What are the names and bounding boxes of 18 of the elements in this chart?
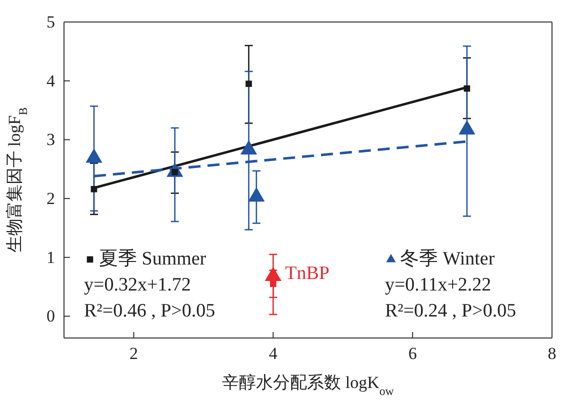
y-tick-label: 0	[46, 306, 55, 326]
x-tick-label: 8	[548, 344, 556, 364]
x-tick-label: 2	[129, 344, 138, 364]
legend-label: 夏季 Summer	[99, 248, 207, 270]
legend-label: 冬季 Winter	[400, 248, 496, 270]
annotation: y=0.32x+1.72	[84, 274, 191, 296]
x-tick-label: 6	[408, 344, 417, 364]
y-tick-label: 4	[46, 71, 56, 90]
annotation: R²=0.46 , P>0.05	[84, 300, 216, 322]
y-tick-label: 5	[46, 12, 55, 32]
x-tick-label: 4	[268, 344, 278, 364]
annotation: y=0.11x+2.22	[384, 274, 492, 296]
y-tick-label: 2	[46, 188, 55, 208]
x-axis-title: 辛醇水分配系数 logK$_{ow}$	[222, 373, 394, 398]
y-tick-label: 3	[46, 130, 55, 150]
annotation: R²=0.24 , P>0.05	[384, 300, 516, 322]
y-tick-label: 1	[46, 248, 55, 267]
series-label: TnBP	[285, 263, 330, 284]
